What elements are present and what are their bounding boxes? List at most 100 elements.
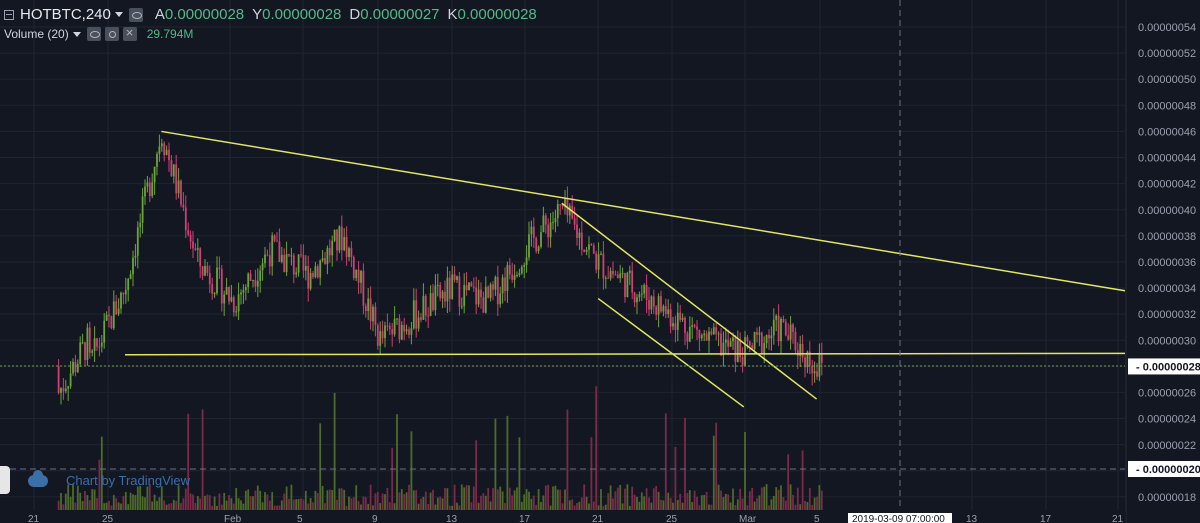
trendline-upper[interactable] xyxy=(161,130,1126,292)
close-icon[interactable] xyxy=(122,25,137,41)
tradingview-watermark[interactable]: Chart by TradingView xyxy=(28,469,190,488)
eye-icon[interactable] xyxy=(128,7,143,22)
candle-body xyxy=(168,149,170,161)
volume-bar xyxy=(523,494,526,510)
candle-body xyxy=(772,319,775,336)
price-axis-label: 0.00000048 xyxy=(1138,100,1196,112)
ohlc-high-value: 0.00000028 xyxy=(262,6,342,23)
candle-body xyxy=(278,241,281,262)
candle-body xyxy=(662,306,665,312)
candle-body xyxy=(669,309,672,327)
candle-body xyxy=(127,278,130,290)
candle-body xyxy=(741,357,744,366)
volume-bar xyxy=(160,486,163,510)
candle-body xyxy=(312,273,314,278)
volume-bar xyxy=(631,486,634,510)
eye-icon[interactable] xyxy=(86,27,101,41)
candle-body xyxy=(372,306,374,322)
volume-bar xyxy=(698,505,701,510)
volume-bar xyxy=(652,488,655,510)
candle-body xyxy=(585,249,588,252)
candle-body xyxy=(208,272,211,285)
volume-bar xyxy=(475,440,478,510)
volume-bar xyxy=(789,484,792,510)
volume-bar xyxy=(463,487,466,510)
candle-body xyxy=(204,266,206,276)
candle-body xyxy=(172,164,175,177)
volume-bar xyxy=(204,495,206,510)
candle-body xyxy=(580,232,583,250)
volume-bar xyxy=(818,485,821,510)
chevron-down-icon[interactable] xyxy=(114,12,123,17)
candle-body xyxy=(64,388,67,392)
candle-body xyxy=(813,371,816,374)
candle-body xyxy=(352,257,355,279)
trendline-support[interactable] xyxy=(124,352,1126,356)
interval[interactable]: 240 xyxy=(85,6,111,23)
crosshair-time-badge xyxy=(848,513,952,523)
candle-body xyxy=(237,294,240,312)
volume-bar xyxy=(156,500,158,510)
volume-bar xyxy=(717,484,720,510)
time-axis-label: 25 xyxy=(666,514,678,523)
volume-bar xyxy=(744,431,746,510)
price-axis-label: 0.00000054 xyxy=(1138,22,1196,34)
collapse-icon[interactable] xyxy=(4,9,14,20)
time-axis-label: 9 xyxy=(372,514,378,523)
volume-bar xyxy=(612,498,614,510)
volume-bar xyxy=(357,501,360,510)
symbol-name[interactable]: HOTBTC xyxy=(20,6,82,23)
candle-body xyxy=(381,331,384,339)
candle-body xyxy=(753,332,756,349)
crosshair-price-label: - 0.00000020 xyxy=(1136,464,1200,476)
side-toggle-handle[interactable] xyxy=(0,466,10,494)
ohlc-high-key: Y xyxy=(252,6,263,23)
candle-body xyxy=(578,232,581,238)
candle-body xyxy=(504,277,506,291)
volume-bar xyxy=(141,496,144,510)
candle-body xyxy=(429,293,432,316)
candle-body xyxy=(732,337,734,342)
candle-body xyxy=(307,266,310,289)
volume-bar xyxy=(81,501,84,510)
volume-bar xyxy=(446,488,449,510)
volume-label[interactable]: Volume (20) xyxy=(4,27,69,41)
candle-body xyxy=(789,324,792,340)
gear-icon[interactable] xyxy=(104,27,119,41)
candle-body xyxy=(549,222,552,238)
candle-body xyxy=(134,255,137,258)
candle-body xyxy=(194,248,197,250)
candle-body xyxy=(264,254,266,264)
candle-body xyxy=(520,266,523,274)
candle-body xyxy=(283,254,286,272)
volume-bar xyxy=(729,502,732,510)
chevron-down-icon[interactable] xyxy=(72,31,81,37)
volume-bar xyxy=(148,484,151,510)
time-axis-label: 21 xyxy=(28,514,40,523)
trendline-channel-top[interactable] xyxy=(561,202,818,400)
candle-body xyxy=(688,326,691,342)
candle-body xyxy=(177,180,180,194)
candle-body xyxy=(616,274,619,279)
volume-bar xyxy=(60,493,62,510)
volume-bar xyxy=(112,495,115,510)
candle-body xyxy=(367,298,370,312)
volume-bar xyxy=(304,490,307,510)
time-axis-label: 17 xyxy=(1040,514,1052,523)
trendline-channel-bottom[interactable] xyxy=(597,297,745,408)
volume-bar xyxy=(302,499,305,510)
volume-bar xyxy=(547,484,550,510)
candle-body xyxy=(506,265,509,291)
candle-body xyxy=(612,271,614,275)
volume-bar xyxy=(276,505,278,510)
candle-body xyxy=(448,277,451,299)
candle-body xyxy=(516,275,518,277)
candle-body xyxy=(492,284,494,290)
price-axis-label: 0.00000034 xyxy=(1138,283,1196,295)
volume-bar xyxy=(316,493,319,510)
volume-bar xyxy=(391,447,394,510)
candle-body xyxy=(573,218,576,225)
volume-bar xyxy=(218,493,221,510)
candle-body xyxy=(472,286,475,288)
